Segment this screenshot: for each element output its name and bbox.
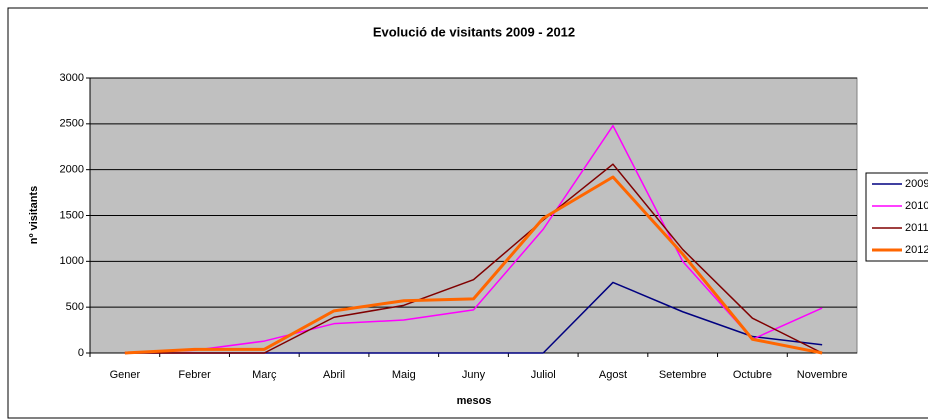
legend-label: 2012: [905, 244, 928, 256]
x-tick-label: Febrer: [178, 369, 211, 381]
series-line: [124, 163, 823, 354]
series-line: [124, 124, 823, 354]
legend-label: 2009: [905, 178, 928, 190]
x-tick-label: Octubre: [733, 369, 772, 381]
y-tick-label: 2500: [60, 118, 84, 130]
legend-label: 2010: [905, 200, 928, 212]
x-tick-label: Juliol: [531, 369, 556, 381]
y-tick-label: 3000: [60, 72, 84, 84]
y-tick-label: 500: [66, 301, 84, 313]
x-tick-label: Gener: [110, 369, 141, 381]
legend-label: 2011: [905, 222, 928, 234]
y-tick-label: 1000: [60, 255, 84, 267]
series-line: [124, 175, 823, 355]
x-tick-label: Agost: [599, 369, 627, 381]
x-tick-label: Juny: [462, 369, 486, 381]
x-tick-label: Maig: [392, 369, 416, 381]
legend-box: [865, 172, 928, 262]
chart-title: Evolució de visitants 2009 - 2012: [373, 24, 575, 39]
x-tick-label: Novembre: [797, 369, 848, 381]
x-tick-label: Març: [252, 369, 277, 381]
y-tick-label: 1500: [60, 209, 84, 221]
y-tick-label: 0: [78, 347, 84, 359]
x-tick-label: Setembre: [659, 369, 707, 381]
x-tick-label: Abril: [323, 369, 345, 381]
y-axis-label: nº visitants: [28, 186, 40, 244]
y-tick-label: 2000: [60, 164, 84, 176]
x-axis-label: mesos: [457, 395, 492, 407]
